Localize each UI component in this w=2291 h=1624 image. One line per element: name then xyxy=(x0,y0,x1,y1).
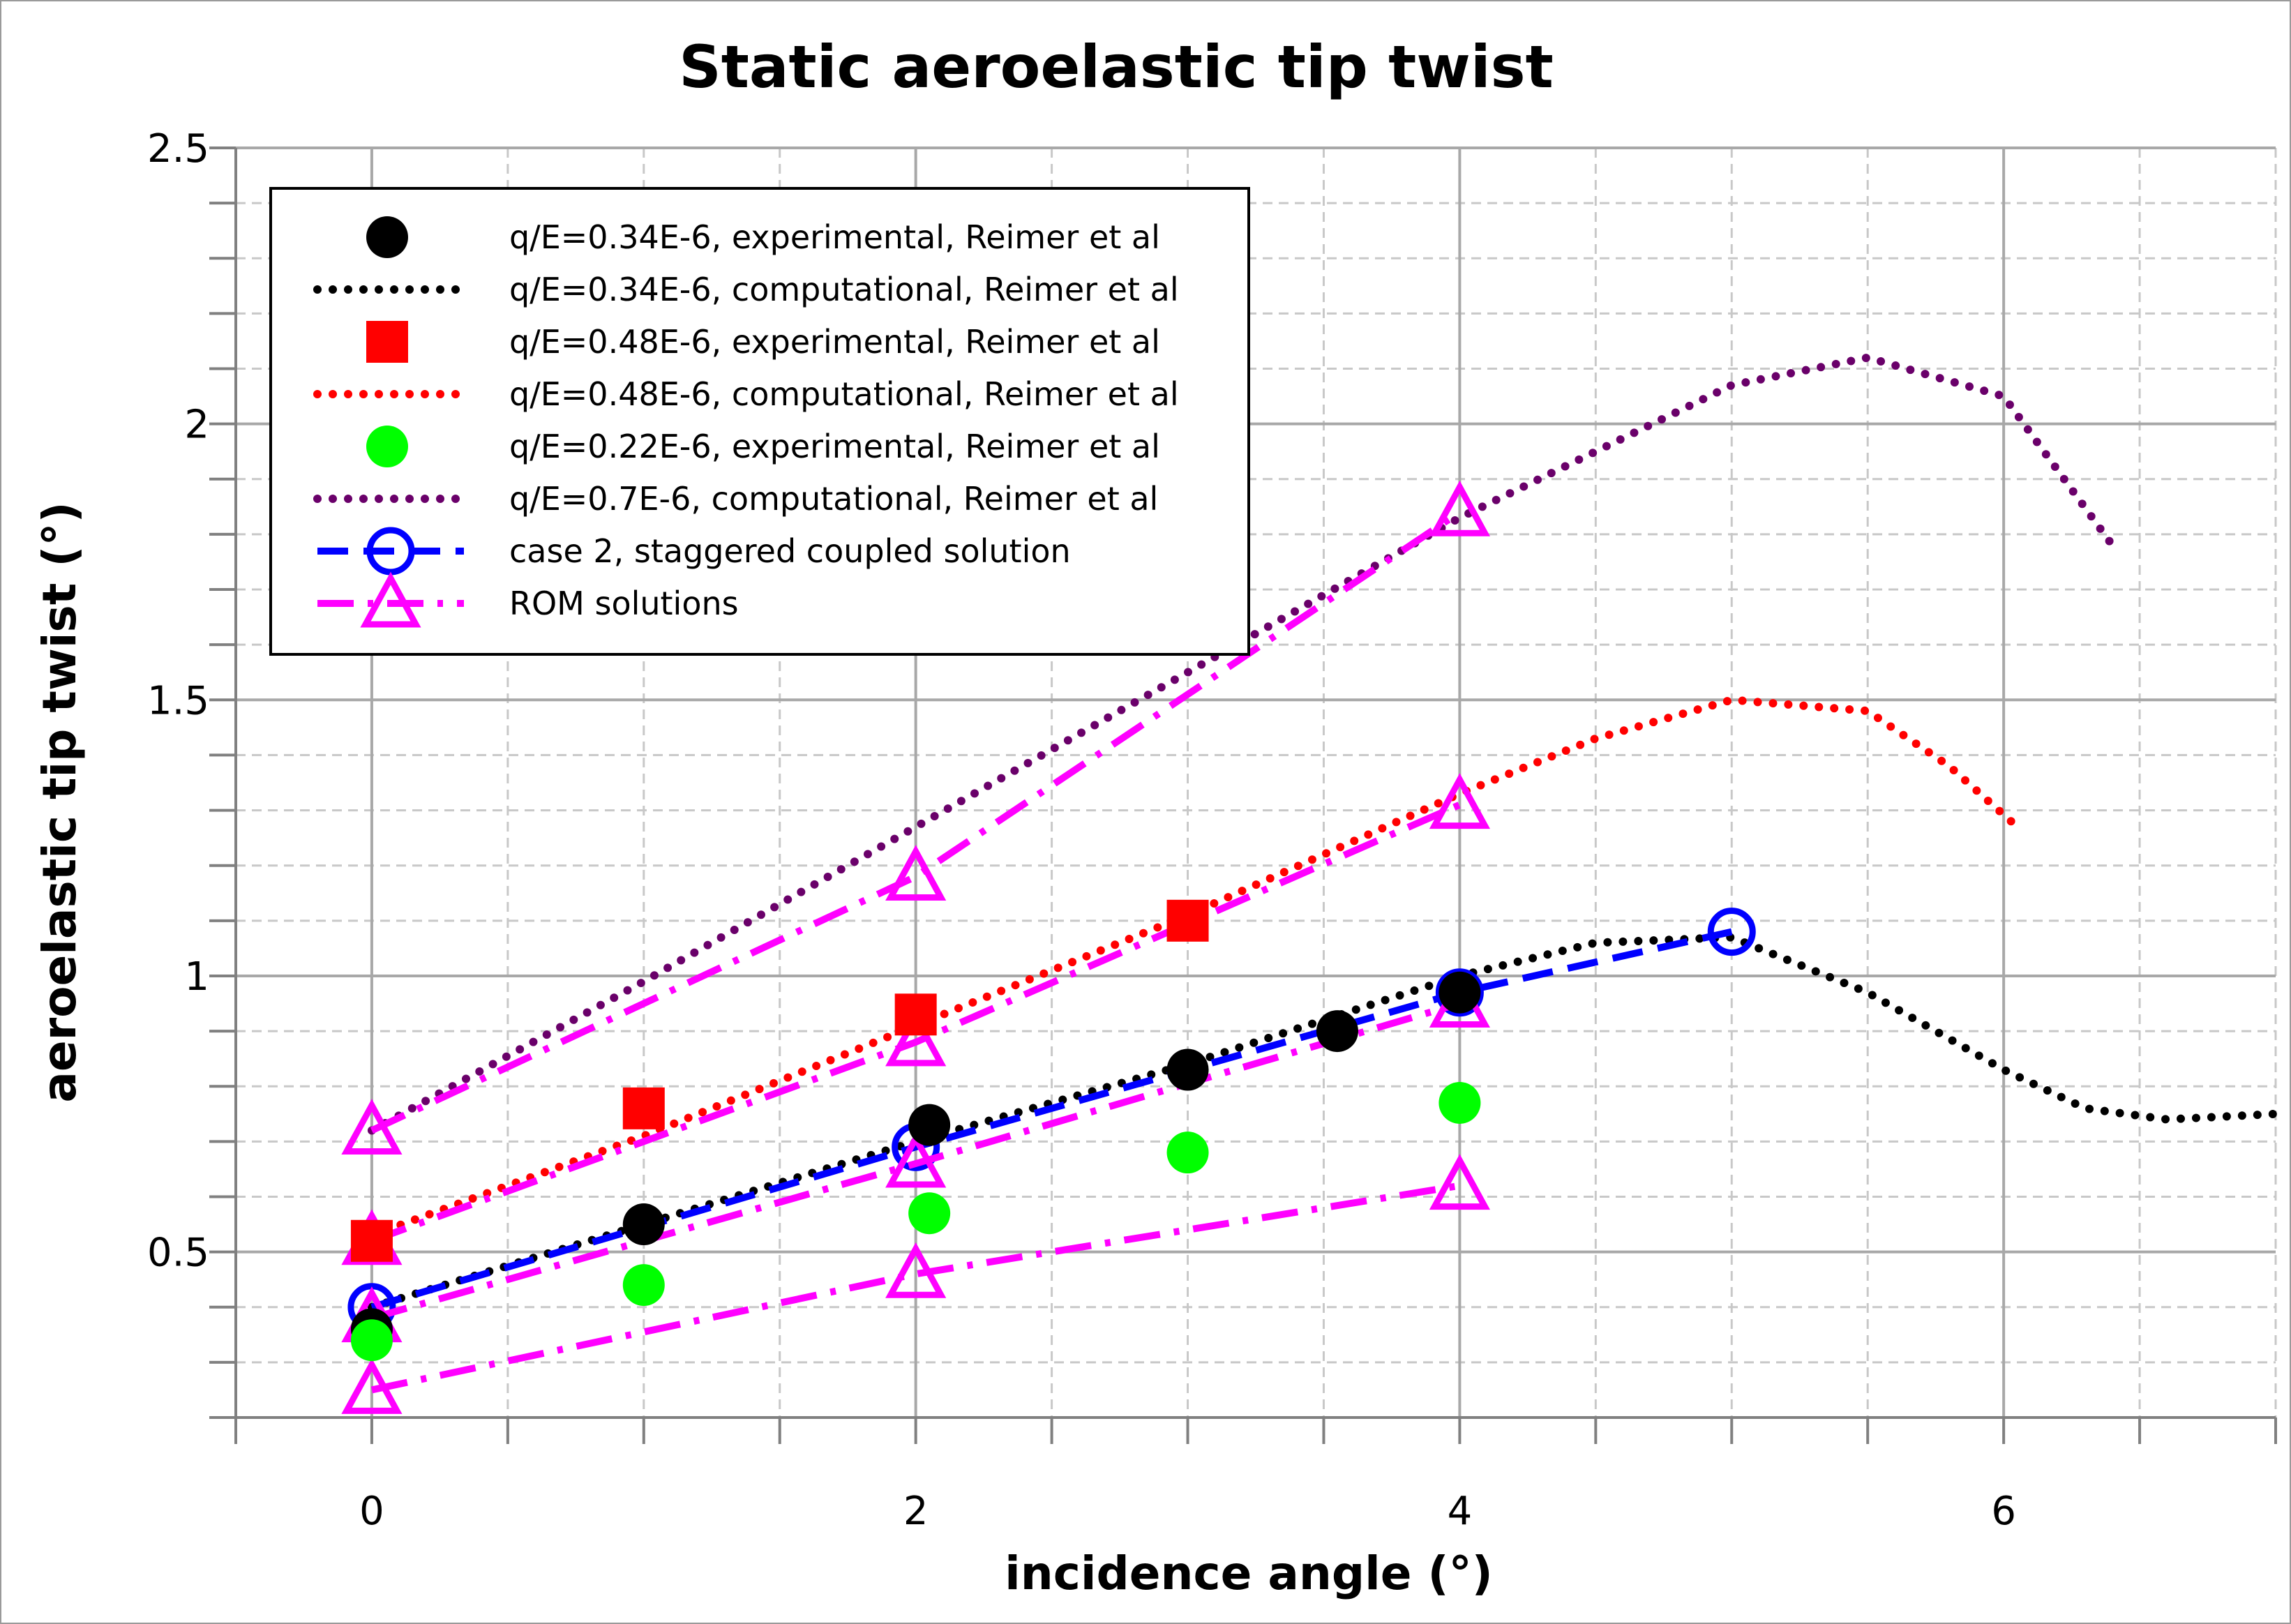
y-tick-label: 2 xyxy=(184,403,209,448)
legend-item: q/E=0.34E-6, experimental, Reimer et al xyxy=(366,216,1160,258)
legend-label: ROM solutions xyxy=(509,585,739,622)
series-7 xyxy=(341,480,1490,1414)
rom-triangle-point xyxy=(341,1099,403,1155)
rom-line-3 xyxy=(370,1182,1461,1394)
legend-label: q/E=0.48E-6, experimental, Reimer et al xyxy=(509,323,1160,361)
legend-item: q/E=0.7E-6, computational, Reimer et al xyxy=(313,480,1158,518)
data-point xyxy=(1166,899,1209,942)
x-axis-label: incidence angle (°) xyxy=(1005,1547,1493,1600)
data-point xyxy=(350,1219,393,1262)
data-point xyxy=(1439,971,1481,1014)
legend-symbol xyxy=(366,426,408,467)
legend-label: q/E=0.34E-6, computational, Reimer et al xyxy=(509,271,1179,308)
legend-label: q/E=0.48E-6, computational, Reimer et al xyxy=(509,375,1179,413)
rom-triangle-point xyxy=(341,1358,403,1414)
legend-item: ROM solutions xyxy=(317,571,739,628)
data-point xyxy=(622,1264,665,1307)
rom-triangle-point xyxy=(1429,1154,1490,1210)
legend-symbol xyxy=(366,321,408,363)
legend-item: case 2, staggered coupled solution xyxy=(317,527,1071,576)
legend-label: q/E=0.22E-6, experimental, Reimer et al xyxy=(509,428,1160,465)
rom-triangle-point xyxy=(885,845,947,901)
data-point xyxy=(908,1192,951,1235)
rom-triangle-point xyxy=(885,1010,947,1067)
legend-label: case 2, staggered coupled solution xyxy=(509,532,1071,570)
data-point xyxy=(1166,1048,1209,1091)
axes: 0 2 4 6 0.5 1 1.5 2 2.5 xyxy=(147,126,2277,1534)
x-tick-label: 6 xyxy=(1991,1489,2016,1534)
series-line xyxy=(367,933,2280,1311)
rom-triangle-point xyxy=(885,1242,947,1298)
data-point xyxy=(1707,908,1756,956)
rom-triangle-point xyxy=(1429,773,1490,829)
x-tick-label: 4 xyxy=(1448,1489,1473,1534)
rom-triangle-point xyxy=(885,1131,947,1188)
legend-symbol xyxy=(366,216,408,258)
data-point xyxy=(350,1319,393,1362)
chart-title: Static aeroelastic tip twist xyxy=(679,33,1554,101)
series xyxy=(341,353,2280,1414)
legend-item: q/E=0.48E-6, experimental, Reimer et al xyxy=(366,321,1160,363)
y-axis-label: aeroelastic tip twist (°) xyxy=(33,502,87,1102)
y-tick-label: 2.5 xyxy=(147,126,209,172)
data-point xyxy=(894,993,937,1036)
data-point xyxy=(622,1087,665,1129)
data-point xyxy=(622,1203,665,1246)
rom-triangle-point xyxy=(1429,480,1490,536)
series-1 xyxy=(367,933,2280,1311)
y-tick-label: 0.5 xyxy=(147,1231,209,1276)
series-2 xyxy=(350,899,1209,1262)
legend-item: q/E=0.34E-6, computational, Reimer et al xyxy=(313,271,1179,308)
series-4 xyxy=(350,1081,1481,1362)
legend-item: q/E=0.48E-6, computational, Reimer et al xyxy=(313,375,1179,413)
data-point xyxy=(1439,1081,1481,1124)
legend-label: q/E=0.34E-6, experimental, Reimer et al xyxy=(509,218,1160,256)
y-tick-label: 1.5 xyxy=(147,678,209,723)
data-point xyxy=(908,1104,951,1146)
legend-label: q/E=0.7E-6, computational, Reimer et al xyxy=(509,480,1158,518)
rom-line-1 xyxy=(370,802,1462,1245)
data-point xyxy=(1316,1010,1358,1053)
data-point xyxy=(1166,1131,1209,1174)
legend-symbol xyxy=(360,571,421,628)
x-tick-label: 2 xyxy=(903,1489,929,1534)
x-tick-label: 0 xyxy=(359,1489,384,1534)
legend: q/E=0.34E-6, experimental, Reimer et al q… xyxy=(269,187,1250,656)
rom-line-2 xyxy=(370,1000,1461,1322)
legend-item: q/E=0.22E-6, experimental, Reimer et al xyxy=(366,426,1160,467)
legend-box xyxy=(269,187,1250,656)
y-tick-label: 1 xyxy=(184,954,209,1000)
